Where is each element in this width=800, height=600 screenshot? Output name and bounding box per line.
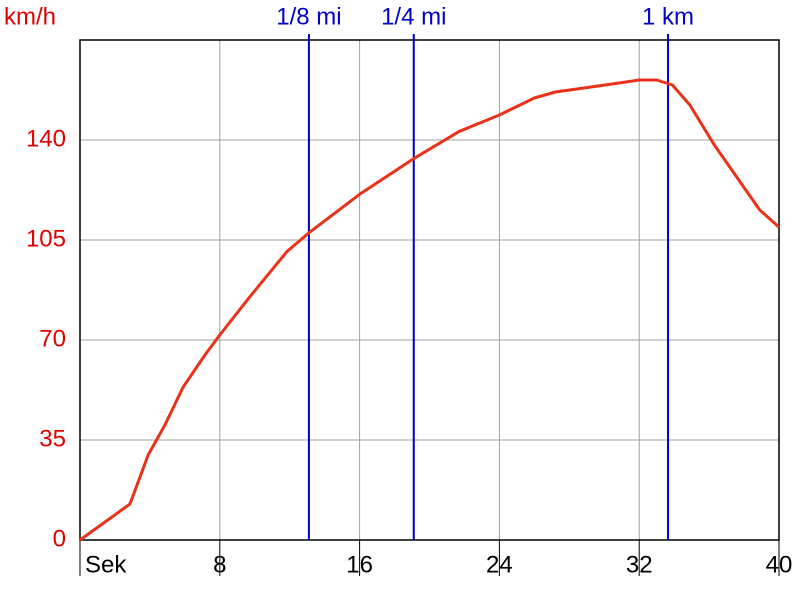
y-tick-label: 0 <box>53 525 66 552</box>
speed-line <box>79 78 780 542</box>
distance-marker-label: 1/8 mi <box>276 3 341 30</box>
x-tick-label: Sek <box>85 551 127 578</box>
distance-marker-label: 1/4 mi <box>381 3 446 30</box>
plot-frame <box>79 39 780 541</box>
y-tick-label: 70 <box>39 325 66 352</box>
distance-marker-label: 1 km <box>642 3 694 30</box>
y-tick-label: 140 <box>26 125 66 152</box>
y-axis-label: km/h <box>4 3 56 30</box>
y-tick-label: 35 <box>39 425 66 452</box>
y-tick-label: 105 <box>26 225 66 252</box>
